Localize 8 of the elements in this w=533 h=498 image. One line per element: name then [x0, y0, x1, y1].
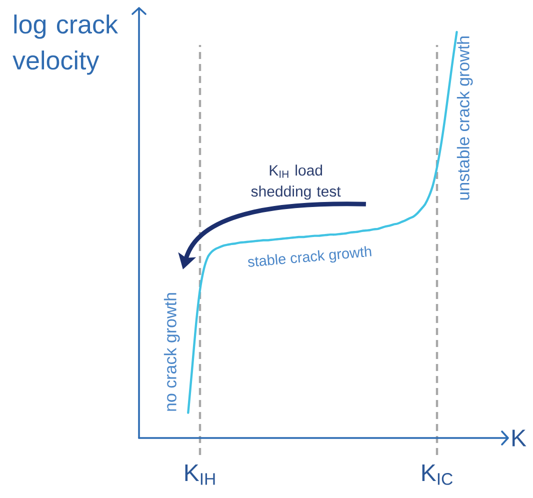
- y-axis-title: log crack velocity: [12, 14, 118, 75]
- x-axis-title: K: [512, 430, 526, 446]
- text: no crack growth: [164, 293, 180, 411]
- x-tick-label: K$_{IH}$: [185, 464, 215, 485]
- annotation: unstable crack growth: [456, 36, 473, 200]
- x-tick-label: K$_{IC}$: [422, 464, 453, 485]
- annotation: K$_{IH}$ load shedding test: [251, 164, 341, 200]
- annotation: stable crack growth: [248, 246, 372, 267]
